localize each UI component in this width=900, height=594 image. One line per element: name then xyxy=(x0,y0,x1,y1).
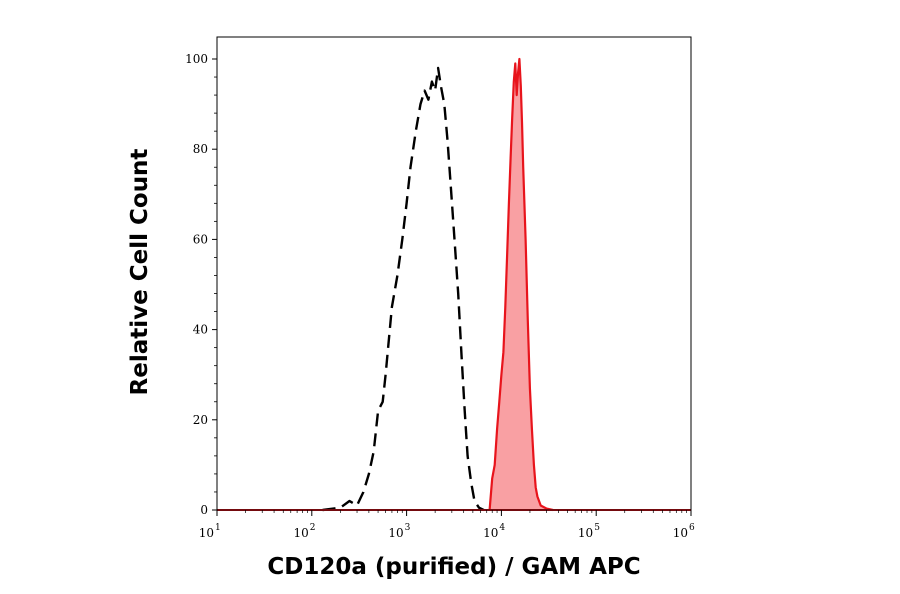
x-tick-label: 10 xyxy=(483,526,498,540)
x-tick-exponent: 1 xyxy=(215,523,221,533)
y-tick-label: 100 xyxy=(185,52,208,66)
x-tick-label: 10 xyxy=(388,526,403,540)
series-fill-1 xyxy=(489,59,553,510)
y-axis-title: Relative Cell Count xyxy=(127,149,153,396)
x-axis-title: CD120a (purified) / GAM APC xyxy=(267,554,640,580)
y-tick-label: 80 xyxy=(193,142,208,156)
x-tick-exponent: 2 xyxy=(310,523,316,533)
y-tick-label: 0 xyxy=(200,503,208,517)
x-tick-label: 10 xyxy=(294,526,309,540)
x-tick-label: 10 xyxy=(199,526,214,540)
series-line-0 xyxy=(322,66,485,512)
x-tick-label: 10 xyxy=(578,526,593,540)
x-tick-label: 10 xyxy=(673,526,688,540)
plot-area xyxy=(217,57,691,512)
x-tick-exponent: 6 xyxy=(689,523,695,533)
x-tick-exponent: 3 xyxy=(405,523,411,533)
x-tick-exponent: 4 xyxy=(499,523,505,533)
y-tick-label: 20 xyxy=(193,413,208,427)
y-tick-label: 60 xyxy=(193,232,208,246)
x-tick-exponent: 5 xyxy=(594,523,600,533)
y-tick-label: 40 xyxy=(193,323,208,337)
series-line-1 xyxy=(488,57,554,512)
plot-frame xyxy=(216,36,692,511)
